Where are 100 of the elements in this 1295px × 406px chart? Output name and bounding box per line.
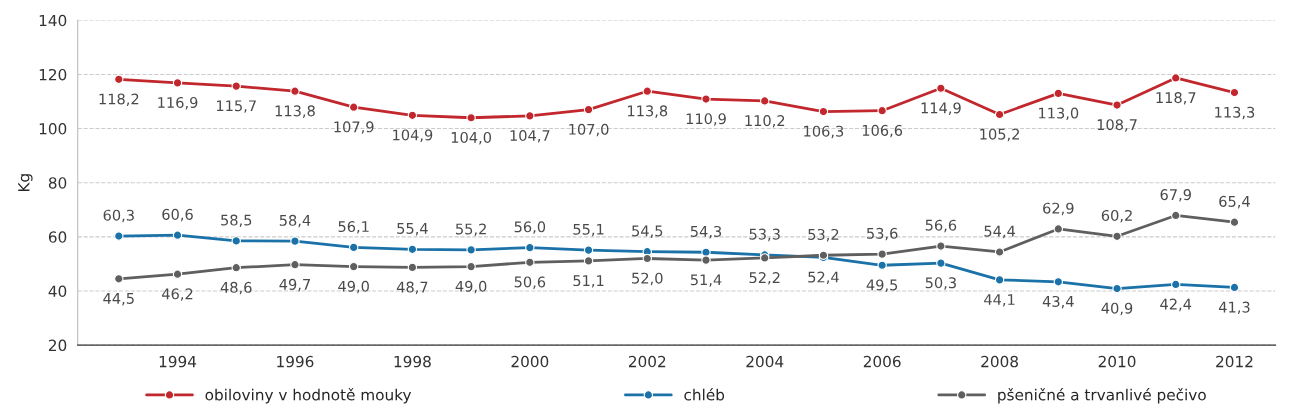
point — [1053, 224, 1064, 234]
data-label: 56,0 — [514, 221, 546, 234]
data-label: 54,3 — [690, 225, 722, 239]
data-label: 106,3 — [804, 125, 844, 139]
data-label: 40,9 — [1101, 302, 1133, 316]
data-label: 52,0 — [632, 272, 663, 286]
point — [348, 102, 359, 112]
point — [1053, 88, 1064, 99]
data-label: 49,5 — [866, 279, 898, 292]
data-label: 42,4 — [1160, 298, 1192, 312]
x-tick-label: 1998 — [394, 355, 431, 368]
point — [114, 274, 124, 284]
point — [172, 78, 183, 88]
point — [525, 242, 535, 253]
data-label: 54,5 — [632, 225, 663, 238]
point — [994, 109, 1005, 120]
point — [1229, 217, 1240, 227]
y-tick-label: 120 — [39, 68, 67, 81]
point — [231, 236, 241, 246]
data-label: 49,7 — [279, 278, 310, 292]
point — [348, 261, 359, 272]
point — [1053, 277, 1064, 287]
x-tick-label: 2002 — [628, 355, 666, 368]
data-label: 60,3 — [103, 209, 134, 223]
point — [1171, 279, 1181, 290]
point — [642, 253, 652, 264]
data-label: 113,8 — [275, 105, 315, 118]
point — [877, 249, 887, 259]
x-tick-label: 2006 — [863, 355, 901, 368]
data-label: 113,0 — [1039, 107, 1079, 121]
point — [466, 261, 476, 272]
point — [936, 241, 946, 251]
data-label: 108,7 — [1097, 119, 1137, 132]
data-label: 46,2 — [162, 288, 193, 301]
x-tick-label: 2012 — [1216, 355, 1253, 368]
point — [877, 260, 887, 270]
point — [583, 104, 594, 115]
data-label: 44,1 — [984, 294, 1015, 307]
data-label: 110,2 — [745, 115, 785, 128]
y-tick-label: 40 — [48, 285, 67, 297]
point — [348, 242, 359, 253]
data-label: 104,0 — [451, 131, 492, 145]
point — [583, 245, 594, 255]
point — [172, 230, 183, 240]
data-label: 105,2 — [980, 128, 1020, 142]
point — [994, 275, 1005, 285]
data-label: 118,7 — [1156, 92, 1196, 105]
point — [583, 256, 594, 266]
point — [466, 113, 476, 123]
legend-label: obiloviny v hodnotě mouky — [205, 388, 412, 404]
data-label: 53,3 — [749, 228, 780, 242]
point — [1171, 210, 1181, 221]
data-label: 104,9 — [393, 129, 433, 142]
data-label: 115,7 — [216, 100, 256, 113]
y-tick-label: 140 — [39, 14, 67, 27]
data-label: 118,2 — [99, 93, 139, 106]
y-tick-label: 80 — [48, 177, 67, 189]
y-tick-label: 60 — [48, 231, 67, 243]
data-label: 110,9 — [686, 113, 726, 126]
point — [290, 236, 300, 246]
data-label: 51,4 — [690, 274, 722, 287]
point — [701, 94, 711, 104]
data-label: 116,9 — [158, 96, 198, 110]
data-label: 49,0 — [455, 280, 487, 294]
point — [701, 247, 711, 257]
data-label: 60,2 — [1101, 209, 1132, 223]
point — [877, 105, 887, 116]
data-label: 65,4 — [1219, 195, 1250, 209]
x-tick-label: 1994 — [159, 355, 197, 368]
point — [466, 245, 476, 255]
point — [1171, 73, 1181, 83]
data-label: 48,6 — [220, 281, 252, 295]
point — [525, 111, 535, 121]
data-label: 114,9 — [921, 102, 961, 115]
point — [936, 258, 946, 268]
point — [936, 83, 946, 93]
data-label: 58,5 — [221, 214, 252, 228]
point — [525, 257, 535, 267]
x-tick-label: 2000 — [511, 355, 549, 368]
point — [290, 86, 300, 96]
legend-label: pšeničné a trvanlivé pečivo — [998, 388, 1206, 404]
point — [818, 106, 829, 117]
data-label: 107,9 — [334, 121, 374, 134]
data-label: 53,2 — [808, 228, 839, 242]
point — [759, 96, 770, 106]
legend-label: chléb — [684, 388, 725, 401]
data-label: 54,4 — [984, 225, 1016, 239]
data-label: 106,6 — [862, 124, 903, 138]
data-label: 50,6 — [514, 276, 546, 289]
point — [1112, 231, 1122, 242]
point — [114, 231, 124, 241]
data-label: 55,4 — [397, 223, 428, 236]
y-tick-label: 20 — [48, 339, 67, 352]
data-label: 53,6 — [867, 227, 898, 241]
data-label: 62,9 — [1043, 202, 1074, 216]
point — [407, 244, 418, 255]
y-axis-title: Kg — [18, 174, 33, 192]
point — [114, 74, 124, 85]
data-label: 51,1 — [573, 275, 604, 288]
data-label: 48,7 — [396, 281, 428, 295]
